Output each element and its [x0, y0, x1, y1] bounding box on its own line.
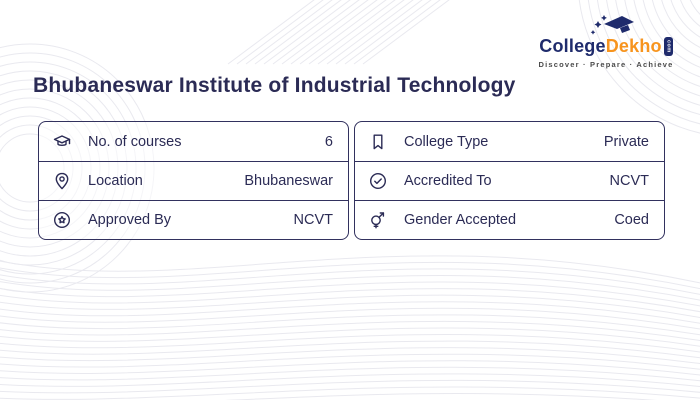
collegedekho-logo[interactable]: College Dekho com Discover · Prepare · Ach…	[526, 12, 686, 69]
info-table-right: College Type Private Accredited To NCVT	[354, 121, 665, 240]
graduation-cap-icon	[52, 132, 72, 152]
college-info-tables: No. of courses 6 Location Bhubaneswar Ap…	[38, 121, 665, 240]
info-label: Location	[88, 173, 143, 189]
gender-icon	[368, 210, 388, 230]
brand-wordmark: College Dekho com	[526, 36, 686, 57]
info-value: Coed	[614, 212, 649, 228]
check-circle-icon	[368, 171, 388, 191]
brand-college-text: College	[539, 36, 606, 56]
brand-dekho-text: Dekho	[605, 36, 662, 56]
brand-domain-badge: com	[663, 36, 673, 56]
info-value: NCVT	[609, 173, 649, 189]
brand-tagline: Discover · Prepare · Achieve	[538, 59, 674, 69]
info-label: Accredited To	[404, 173, 492, 189]
info-row-courses: No. of courses 6	[39, 122, 348, 161]
info-row-accredited-to: Accredited To NCVT	[355, 161, 664, 200]
info-label: Gender Accepted	[404, 212, 517, 228]
flying-graduation-cap-icon	[590, 15, 634, 35]
info-value: Private	[603, 133, 649, 150]
approval-badge-icon	[52, 210, 72, 230]
info-value: NCVT	[293, 212, 333, 228]
bookmark-icon	[368, 132, 388, 152]
info-row-gender-accepted: Gender Accepted Coed	[355, 200, 664, 239]
page-title: Bhubaneswar Institute of Industrial Tech…	[33, 74, 516, 97]
info-value: Bhubaneswar	[244, 173, 333, 189]
info-table-left: No. of courses 6 Location Bhubaneswar Ap…	[38, 121, 349, 240]
info-row-approved-by: Approved By NCVT	[39, 200, 348, 239]
location-pin-icon	[52, 171, 72, 191]
info-label: College Type	[404, 133, 489, 150]
info-value: 6	[324, 133, 333, 150]
info-label: No. of courses	[88, 133, 182, 150]
info-row-college-type: College Type Private	[355, 122, 664, 161]
info-label: Approved By	[88, 212, 172, 228]
info-row-location: Location Bhubaneswar	[39, 161, 348, 200]
